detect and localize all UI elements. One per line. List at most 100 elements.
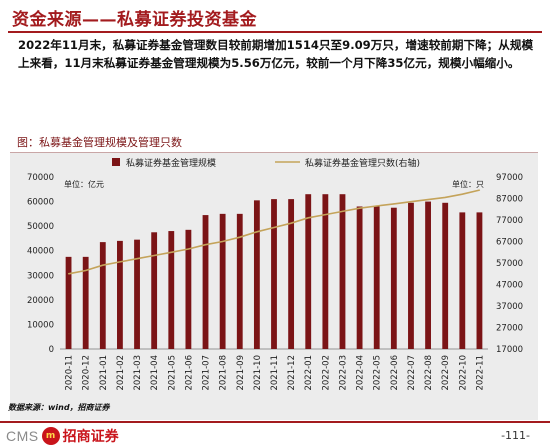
line-point [410,201,412,203]
line-point [376,205,378,207]
summary-paragraph: 2022年11月末，私募证券基金管理数目较前期增加1514只至9.09万只，增速… [18,38,534,70]
line-point [204,244,207,246]
bar-mark [288,199,295,349]
logo-text: CMS [6,428,39,444]
left-tick-label: 0 [49,345,54,355]
legend-bar-label: 私募证券基金管理规模 [126,157,216,169]
x-tick-label: 2022-08 [424,355,434,391]
bar-mark [322,194,329,349]
legend-line-label: 私募证券基金管理只数(右轴) [305,157,420,169]
bar-mark [305,194,312,349]
bar-mark [99,242,106,349]
line-point [341,210,344,212]
x-tick-label: 2022-03 [338,355,348,391]
x-tick-label: 2022-01 [304,355,314,391]
line-point [359,207,361,209]
bar-mark [65,256,72,349]
left-tick-label: 50000 [27,222,54,232]
x-tick-label: 2022-05 [373,355,383,391]
left-tick-label: 70000 [27,173,54,183]
right-tick-label: 17000 [496,345,523,355]
left-tick-label: 60000 [27,198,54,208]
right-tick-label: 27000 [496,324,523,334]
right-tick-label: 37000 [496,302,523,312]
bar-mark [236,213,243,349]
bar-mark [356,206,363,349]
data-source-note: 数据来源：wind，招商证券 [8,403,110,412]
bar-mark [442,202,449,349]
x-tick-label: 2021-11 [270,355,280,391]
bar-mark [271,199,277,349]
bar-mark [459,212,466,349]
bar-mark [151,232,158,349]
logo-company-name: 招商证券 [62,429,119,445]
x-tick-label: 2021-09 [236,355,246,391]
line-point [444,196,446,199]
x-tick-label: 2022-11 [475,355,485,391]
line-point [170,251,172,253]
legend-bar-swatch [112,158,120,166]
line-point [187,248,189,250]
x-tick-label: 2022-10 [458,355,468,391]
x-tick-label: 2021-05 [167,355,177,391]
line-point [478,189,481,191]
right-tick-label: 57000 [496,259,523,269]
x-tick-label: 2022-04 [356,355,366,391]
bar-mark [134,239,140,349]
bar-mark [425,201,431,349]
line-point [393,203,395,205]
x-tick-label: 2021-02 [116,355,126,391]
line-point [67,273,70,275]
bar-mark [202,215,209,349]
chart-header: 图：私募基金管理规模及管理只数 [10,130,538,153]
line-point [222,240,224,243]
bar-mark [82,256,89,349]
line-point [85,269,87,272]
right-tick-label: 47000 [496,281,523,291]
x-tick-label: 2020-12 [82,355,92,391]
bar-mark [253,200,260,349]
line-point [290,222,292,224]
line-point [239,236,241,238]
company-logo: CMS m 招商证券 [6,425,119,447]
bar-mark [373,206,380,349]
x-tick-label: 2021-08 [219,355,229,391]
bar-mark [408,202,414,349]
line-point [256,231,258,233]
bar-mark [390,207,397,349]
x-tick-label: 2021-03 [133,355,143,391]
x-tick-label: 2022-06 [390,355,400,391]
x-tick-label: 2021-07 [202,355,212,391]
x-tick-label: 2021-06 [184,355,194,391]
bar-mark [117,240,123,349]
x-tick-label: 2020-11 [65,355,75,391]
x-tick-label: 2022-02 [321,355,331,391]
line-point [136,258,138,260]
line-point [102,264,104,266]
left-axis-unit: 单位：亿元 [64,179,104,189]
right-tick-label: 77000 [496,216,523,226]
x-tick-label: 2022-07 [407,355,417,391]
left-tick-label: 30000 [27,271,54,281]
bar-mark [185,229,192,349]
x-tick-label: 2021-10 [253,355,263,391]
page-title: 资金来源——私募证券投资基金 [12,10,257,30]
right-axis-unit: 单位：只 [452,179,484,189]
line-point [427,198,429,201]
line-point [153,254,155,257]
x-tick-label: 2021-12 [287,355,297,391]
bar-mark [476,212,483,349]
chart-title: 图：私募基金管理规模及管理只数 [17,136,182,149]
left-tick-label: 10000 [27,320,54,330]
left-tick-label: 20000 [27,296,54,306]
right-tick-label: 67000 [496,238,523,248]
line-point [273,226,275,229]
chart-svg: 私募证券基金管理规模 私募证券基金管理只数(右轴) 单位：亿元 单位：只 0 10000 2… [27,157,523,391]
line-point [119,261,121,263]
chart-panel: 图：私募基金管理规模及管理只数 私募证券基金管理规模 私募证券基金管理只数(右轴)… [10,130,538,420]
bar-mark [168,231,175,349]
x-tick-label: 2021-01 [99,355,109,391]
bar-mark [219,213,226,349]
left-tick-label: 40000 [27,247,54,257]
bar-mark [339,194,346,349]
